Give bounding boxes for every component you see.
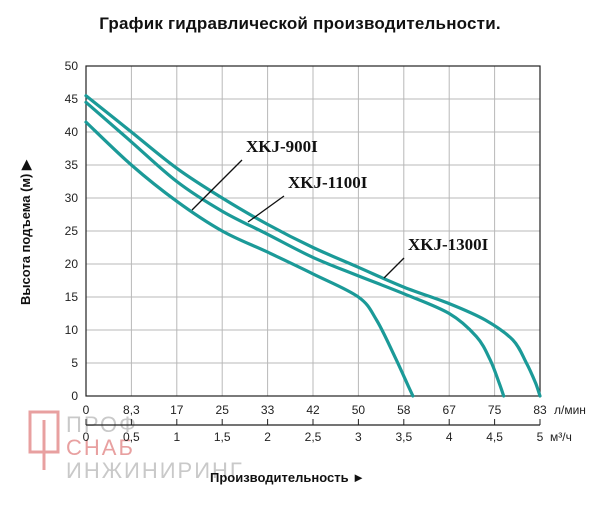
y-tick-label: 45: [65, 92, 79, 106]
y-tick-label: 50: [65, 59, 79, 73]
x-tick-label-m3h: 4: [446, 430, 453, 444]
x-tick-label-m3h: 0,5: [123, 430, 140, 444]
x-tick-label-lmin: 50: [352, 403, 366, 417]
y-tick-label: 5: [71, 356, 78, 370]
x-tick-label-m3h: 3: [355, 430, 362, 444]
x-tick-label-lmin: 75: [488, 403, 502, 417]
x-tick-label-m3h: 4,5: [486, 430, 503, 444]
curve-xkj-900i: [84, 120, 415, 398]
y-axis-label: Высота подъема (м) ▶: [18, 159, 33, 305]
watermark-text: ИНЖИНИРИНГ: [66, 458, 244, 483]
series-label: XKJ-1300I: [408, 235, 489, 254]
y-tick-label: 10: [65, 323, 79, 337]
x-tick-label-lmin: 42: [306, 403, 320, 417]
x-unit-m3h: м³/ч: [550, 430, 572, 444]
series-leader-line: [247, 195, 285, 223]
performance-curves: [84, 94, 542, 398]
x-tick-label-lmin: 33: [261, 403, 275, 417]
x-tick-label-lmin: 25: [216, 403, 230, 417]
y-tick-label: 0: [71, 389, 78, 403]
x-tick-label-m3h: 1,5: [214, 430, 231, 444]
plot-frame: [85, 65, 541, 397]
x-tick-labels-m3h: 0 0,5 1 1,5 2 2,5 3 3,5 4 4,5 5 м³/ч: [83, 430, 572, 444]
x-tick-label-m3h: 1: [173, 430, 180, 444]
x-unit-lmin: л/мин: [554, 403, 586, 417]
y-tick-label: 20: [65, 257, 79, 271]
y-tick-label: 40: [65, 125, 79, 139]
y-tick-label: 15: [65, 290, 79, 304]
chart-grid: [85, 65, 541, 397]
series-leader-line: [383, 257, 405, 279]
x-tick-label-lmin: 58: [397, 403, 411, 417]
x-tick-label-m3h: 2,5: [305, 430, 322, 444]
x-tick-label-lmin: 83: [533, 403, 547, 417]
y-tick-label: 35: [65, 158, 79, 172]
x-tick-label-lmin: 17: [170, 403, 184, 417]
y-tick-label: 30: [65, 191, 79, 205]
series-labels: XKJ-900I XKJ-1100I XKJ-1300I: [191, 137, 489, 279]
series-leader-line: [191, 159, 243, 211]
x-tick-label-m3h: 0: [83, 430, 90, 444]
y-tick-labels: 0 5 10 15 20 25 30 35 40 45 50: [65, 59, 79, 403]
x-tick-label-m3h: 2: [264, 430, 271, 444]
chart-axes: [85, 65, 541, 426]
curve-xkj-1300i: [84, 94, 542, 398]
x-tick-label-lmin: 67: [443, 403, 457, 417]
curve-xkj-1100i: [84, 100, 506, 398]
series-label: XKJ-900I: [246, 137, 318, 156]
watermark-text: СНАБ: [66, 435, 135, 460]
y-tick-label: 25: [65, 224, 79, 238]
x-tick-label-lmin: 8,3: [123, 403, 140, 417]
series-label: XKJ-1100I: [288, 173, 368, 192]
x-axis-label: Производительность ►: [210, 470, 365, 485]
x-tick-label-m3h: 5: [537, 430, 544, 444]
chart-title: График гидравлической производительности…: [99, 14, 501, 33]
x-tick-label-m3h: 3,5: [395, 430, 412, 444]
x-tick-labels-lmin: 0 8,3 17 25 33 42 50 58 67 75 83 л/мин: [83, 403, 586, 417]
x-tick-label-lmin: 0: [83, 403, 90, 417]
